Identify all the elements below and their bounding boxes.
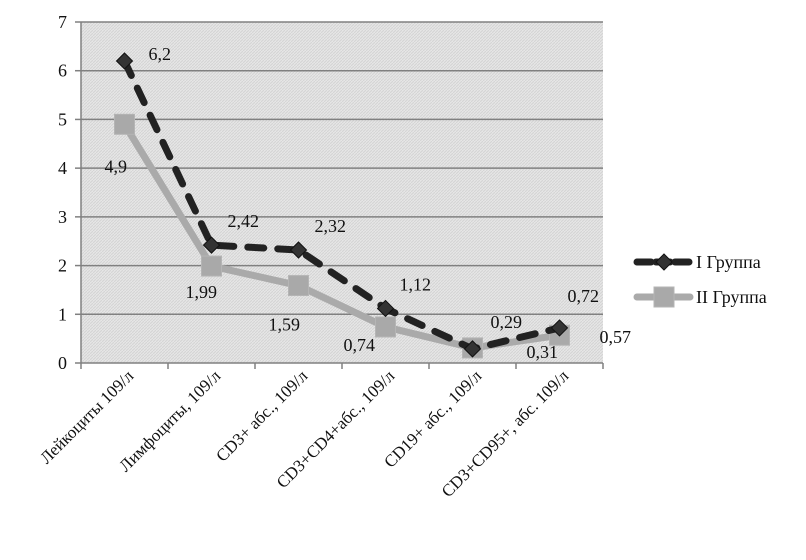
y-tick-label: 3 (58, 207, 67, 227)
data-label: 0,57 (600, 327, 632, 347)
legend: I Группа II Группа (633, 252, 767, 308)
data-label: 2,42 (228, 211, 260, 231)
x-tick-label: Лейкоциты 109/л (36, 366, 137, 467)
data-label: 0,29 (491, 312, 523, 332)
y-tick-label: 7 (58, 12, 67, 32)
data-point-marker (114, 113, 135, 135)
data-label: 6,2 (149, 44, 172, 64)
series-line-2 (121, 120, 563, 352)
data-point-marker (550, 319, 569, 337)
data-point-marker (375, 316, 396, 338)
plot-area (81, 22, 603, 363)
legend-label: II Группа (696, 287, 767, 307)
data-point-marker (289, 241, 308, 259)
series-line-1 (121, 57, 563, 353)
data-label: 0,72 (568, 286, 600, 306)
data-point-marker (115, 52, 134, 70)
data-point-marker (463, 340, 482, 358)
data-label: 0,31 (527, 342, 559, 362)
y-tick-label: 5 (58, 109, 67, 129)
y-tick-label: 1 (58, 304, 67, 324)
data-point-marker (202, 236, 221, 254)
y-tick-label: 4 (58, 158, 67, 178)
data-label: 2,32 (315, 216, 347, 236)
data-point-marker (288, 275, 309, 297)
data-label: 0,74 (344, 335, 376, 355)
data-point-marker (201, 255, 222, 277)
y-tick-label: 2 (58, 256, 67, 276)
y-tick-label: 6 (58, 61, 67, 81)
data-point-marker (376, 299, 395, 318)
x-tick-label: CD3+ абс., 109/л (212, 366, 311, 465)
data-label: 1,59 (269, 315, 301, 335)
data-label: 1,12 (400, 274, 432, 294)
data-label: 1,99 (186, 282, 218, 302)
data-label: 4,9 (105, 156, 128, 176)
legend-marker (653, 286, 675, 308)
y-tick-label: 0 (58, 353, 67, 373)
legend-label: I Группа (696, 252, 761, 272)
legend-marker (655, 253, 673, 271)
